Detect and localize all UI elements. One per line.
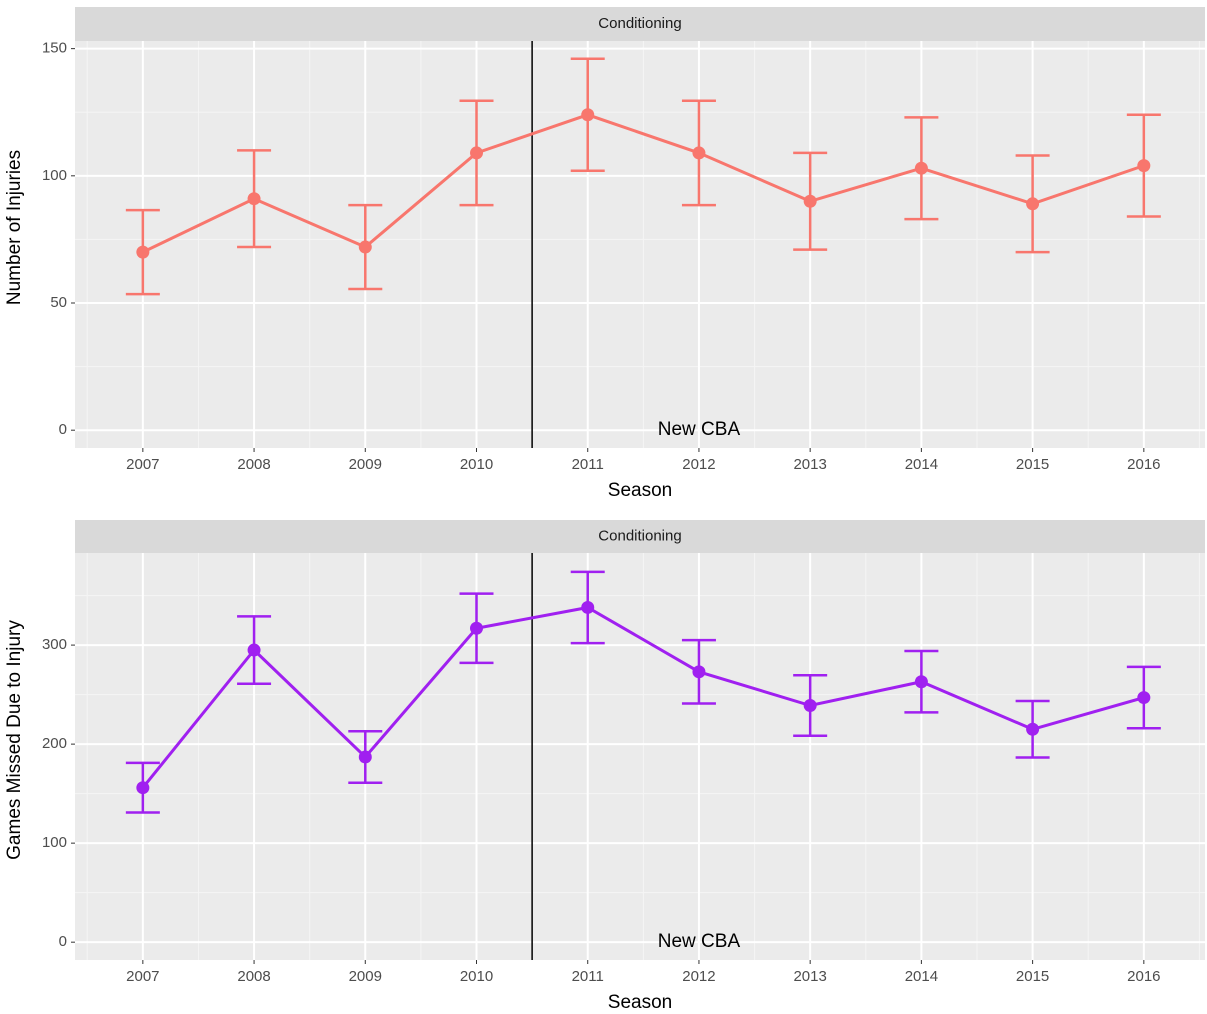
- x-tick-label: 2015: [1016, 968, 1049, 985]
- x-tick-label: 2011: [572, 456, 604, 473]
- y-axis-title: Number of Injuries: [4, 150, 25, 305]
- data-point: [136, 245, 150, 259]
- data-line: [142, 113, 1145, 254]
- data-point: [914, 675, 928, 689]
- x-tick-label: 2007: [126, 456, 159, 473]
- x-tick-label: 2016: [1127, 456, 1160, 473]
- x-tick-label: 2010: [460, 968, 493, 985]
- data-point: [803, 699, 817, 713]
- data-point: [358, 750, 372, 764]
- data-point: [803, 194, 817, 208]
- x-tick-label: 2012: [682, 968, 715, 985]
- data-point: [914, 161, 928, 175]
- x-tick-label: 2014: [905, 968, 938, 985]
- strip-background: [75, 7, 1205, 41]
- x-tick-label: 2011: [572, 968, 604, 985]
- data-point: [1026, 197, 1040, 211]
- x-axis-title: Season: [608, 992, 672, 1013]
- x-tick-label: 2016: [1127, 968, 1160, 985]
- y-tick-label: 200: [42, 735, 67, 752]
- x-tick-label: 2014: [905, 456, 938, 473]
- data-point: [470, 146, 484, 160]
- strip-background: [75, 520, 1205, 553]
- x-axis-title: Season: [608, 480, 672, 501]
- y-tick-label: 150: [42, 40, 67, 57]
- data-line: [141, 605, 1145, 789]
- x-tick-label: 2008: [237, 456, 270, 473]
- panel-background: [75, 41, 1205, 448]
- x-tick-label: 2009: [349, 968, 382, 985]
- annotation: New CBA: [658, 931, 741, 952]
- x-tick-label: 2012: [682, 456, 715, 473]
- x-tick-label: 2009: [349, 456, 382, 473]
- data-point: [247, 192, 261, 206]
- facet-label: Conditioning: [598, 15, 681, 32]
- data-point: [1137, 691, 1151, 705]
- data-point: [247, 643, 261, 657]
- data-point: [136, 781, 150, 795]
- y-tick-label: 0: [59, 421, 67, 438]
- x-tick-label: 2013: [793, 456, 826, 473]
- y-tick-label: 0: [59, 933, 67, 950]
- data-point: [692, 146, 706, 160]
- x-tick-label: 2010: [460, 456, 493, 473]
- y-tick-label: 100: [42, 834, 67, 851]
- data-point: [470, 621, 484, 635]
- data-point: [692, 665, 706, 679]
- x-tick-label: 2015: [1016, 456, 1049, 473]
- x-tick-label: 2013: [793, 968, 826, 985]
- data-point: [581, 600, 595, 614]
- data-point: [1137, 159, 1151, 173]
- x-tick-label: 2007: [126, 968, 159, 985]
- y-tick-label: 50: [50, 294, 67, 311]
- data-point: [581, 108, 595, 122]
- y-tick-label: 300: [42, 636, 67, 653]
- facet-label: Conditioning: [598, 527, 681, 544]
- annotation: New CBA: [658, 419, 741, 440]
- y-tick-label: 100: [42, 167, 67, 184]
- x-tick-label: 2008: [237, 968, 270, 985]
- data-point: [358, 240, 372, 254]
- y-axis-title: Games Missed Due to Injury: [4, 620, 25, 860]
- data-point: [1026, 722, 1040, 736]
